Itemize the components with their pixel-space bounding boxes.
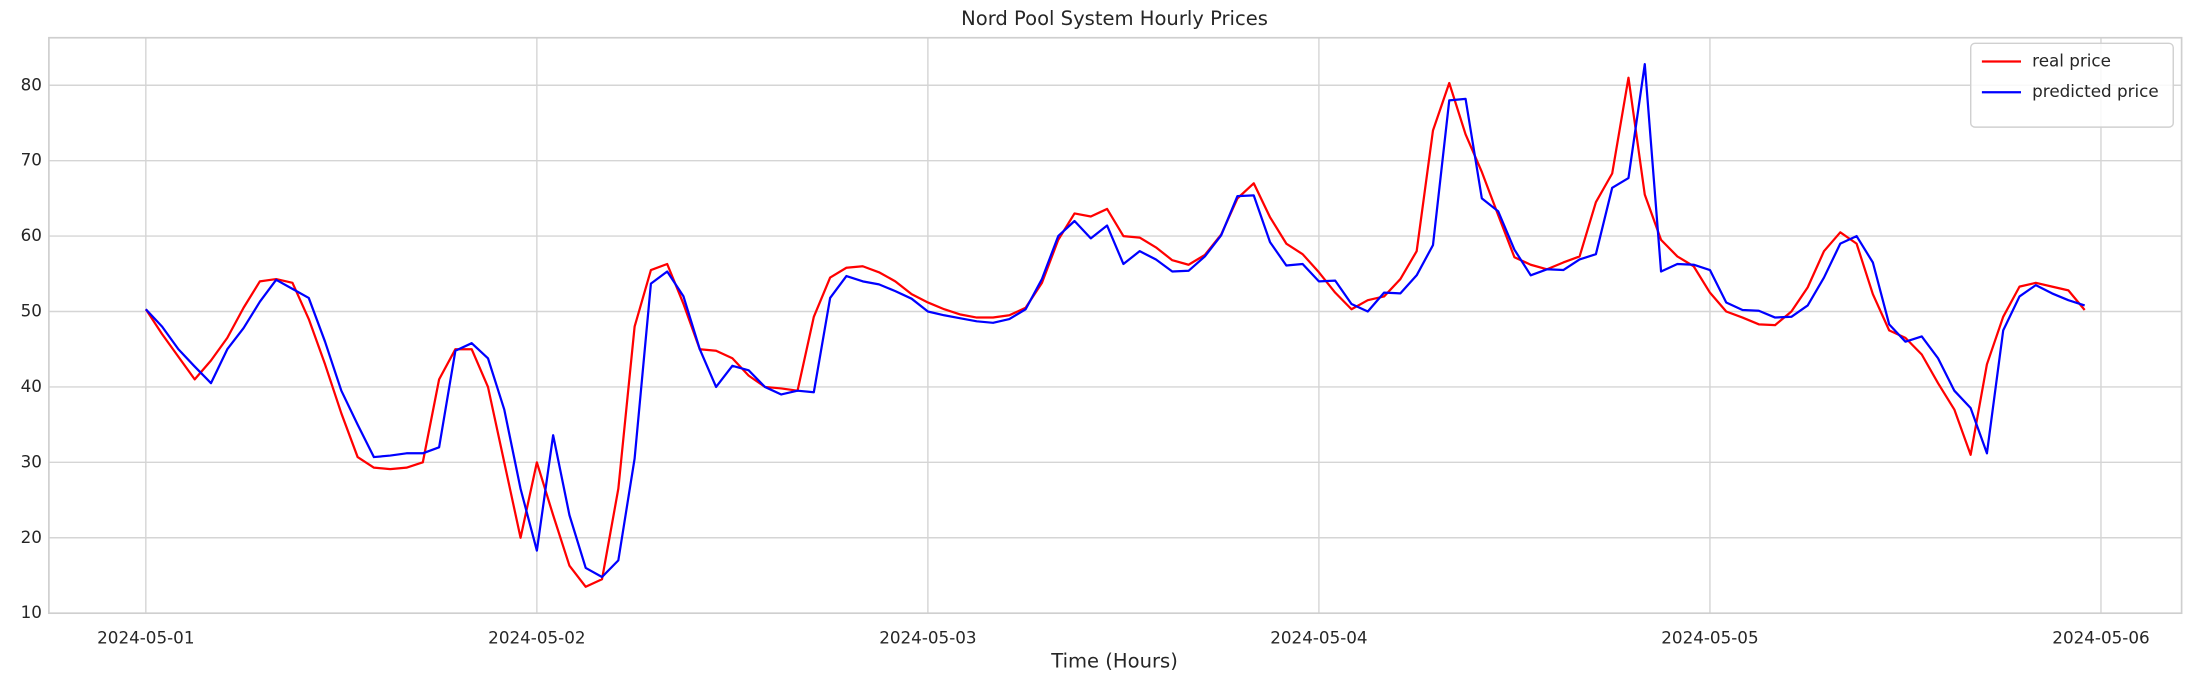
series-line xyxy=(144,76,2086,588)
x-tick-label: 2024-05-05 xyxy=(1661,627,1758,647)
y-tick-label: 50 xyxy=(21,301,42,321)
chart-title: Nord Pool System Hourly Prices xyxy=(961,7,1268,30)
x-tick-label: 2024-05-06 xyxy=(2052,627,2149,647)
y-tick-label: 30 xyxy=(21,451,42,471)
legend-box xyxy=(1970,42,2174,128)
y-tick-label: 40 xyxy=(21,376,42,396)
lines xyxy=(144,63,2086,588)
y-tick-label: 10 xyxy=(21,602,42,622)
grid: 10 20 30 40 50 60 70 80 2024-05-01 2024-05-02 2024… xyxy=(21,37,2182,647)
x-tick-label: 2024-05-01 xyxy=(97,627,194,647)
y-tick-label: 20 xyxy=(21,527,42,547)
x-axis-label: Time (Hours) xyxy=(1050,650,1178,673)
series-line xyxy=(145,63,2086,579)
y-tick-label: 60 xyxy=(21,225,42,245)
legend-label: predicted price xyxy=(2032,81,2158,101)
x-tick-label: 2024-05-04 xyxy=(1270,627,1367,647)
legend-label: real price xyxy=(2032,50,2111,70)
x-tick-label: 2024-05-03 xyxy=(879,627,976,647)
plot-frame xyxy=(48,36,2183,615)
legend: real price predicted price xyxy=(1970,42,2174,128)
y-tick-label: 70 xyxy=(21,150,42,170)
x-tick-label: 2024-05-02 xyxy=(488,627,585,647)
y-tick-label: 80 xyxy=(21,74,42,94)
